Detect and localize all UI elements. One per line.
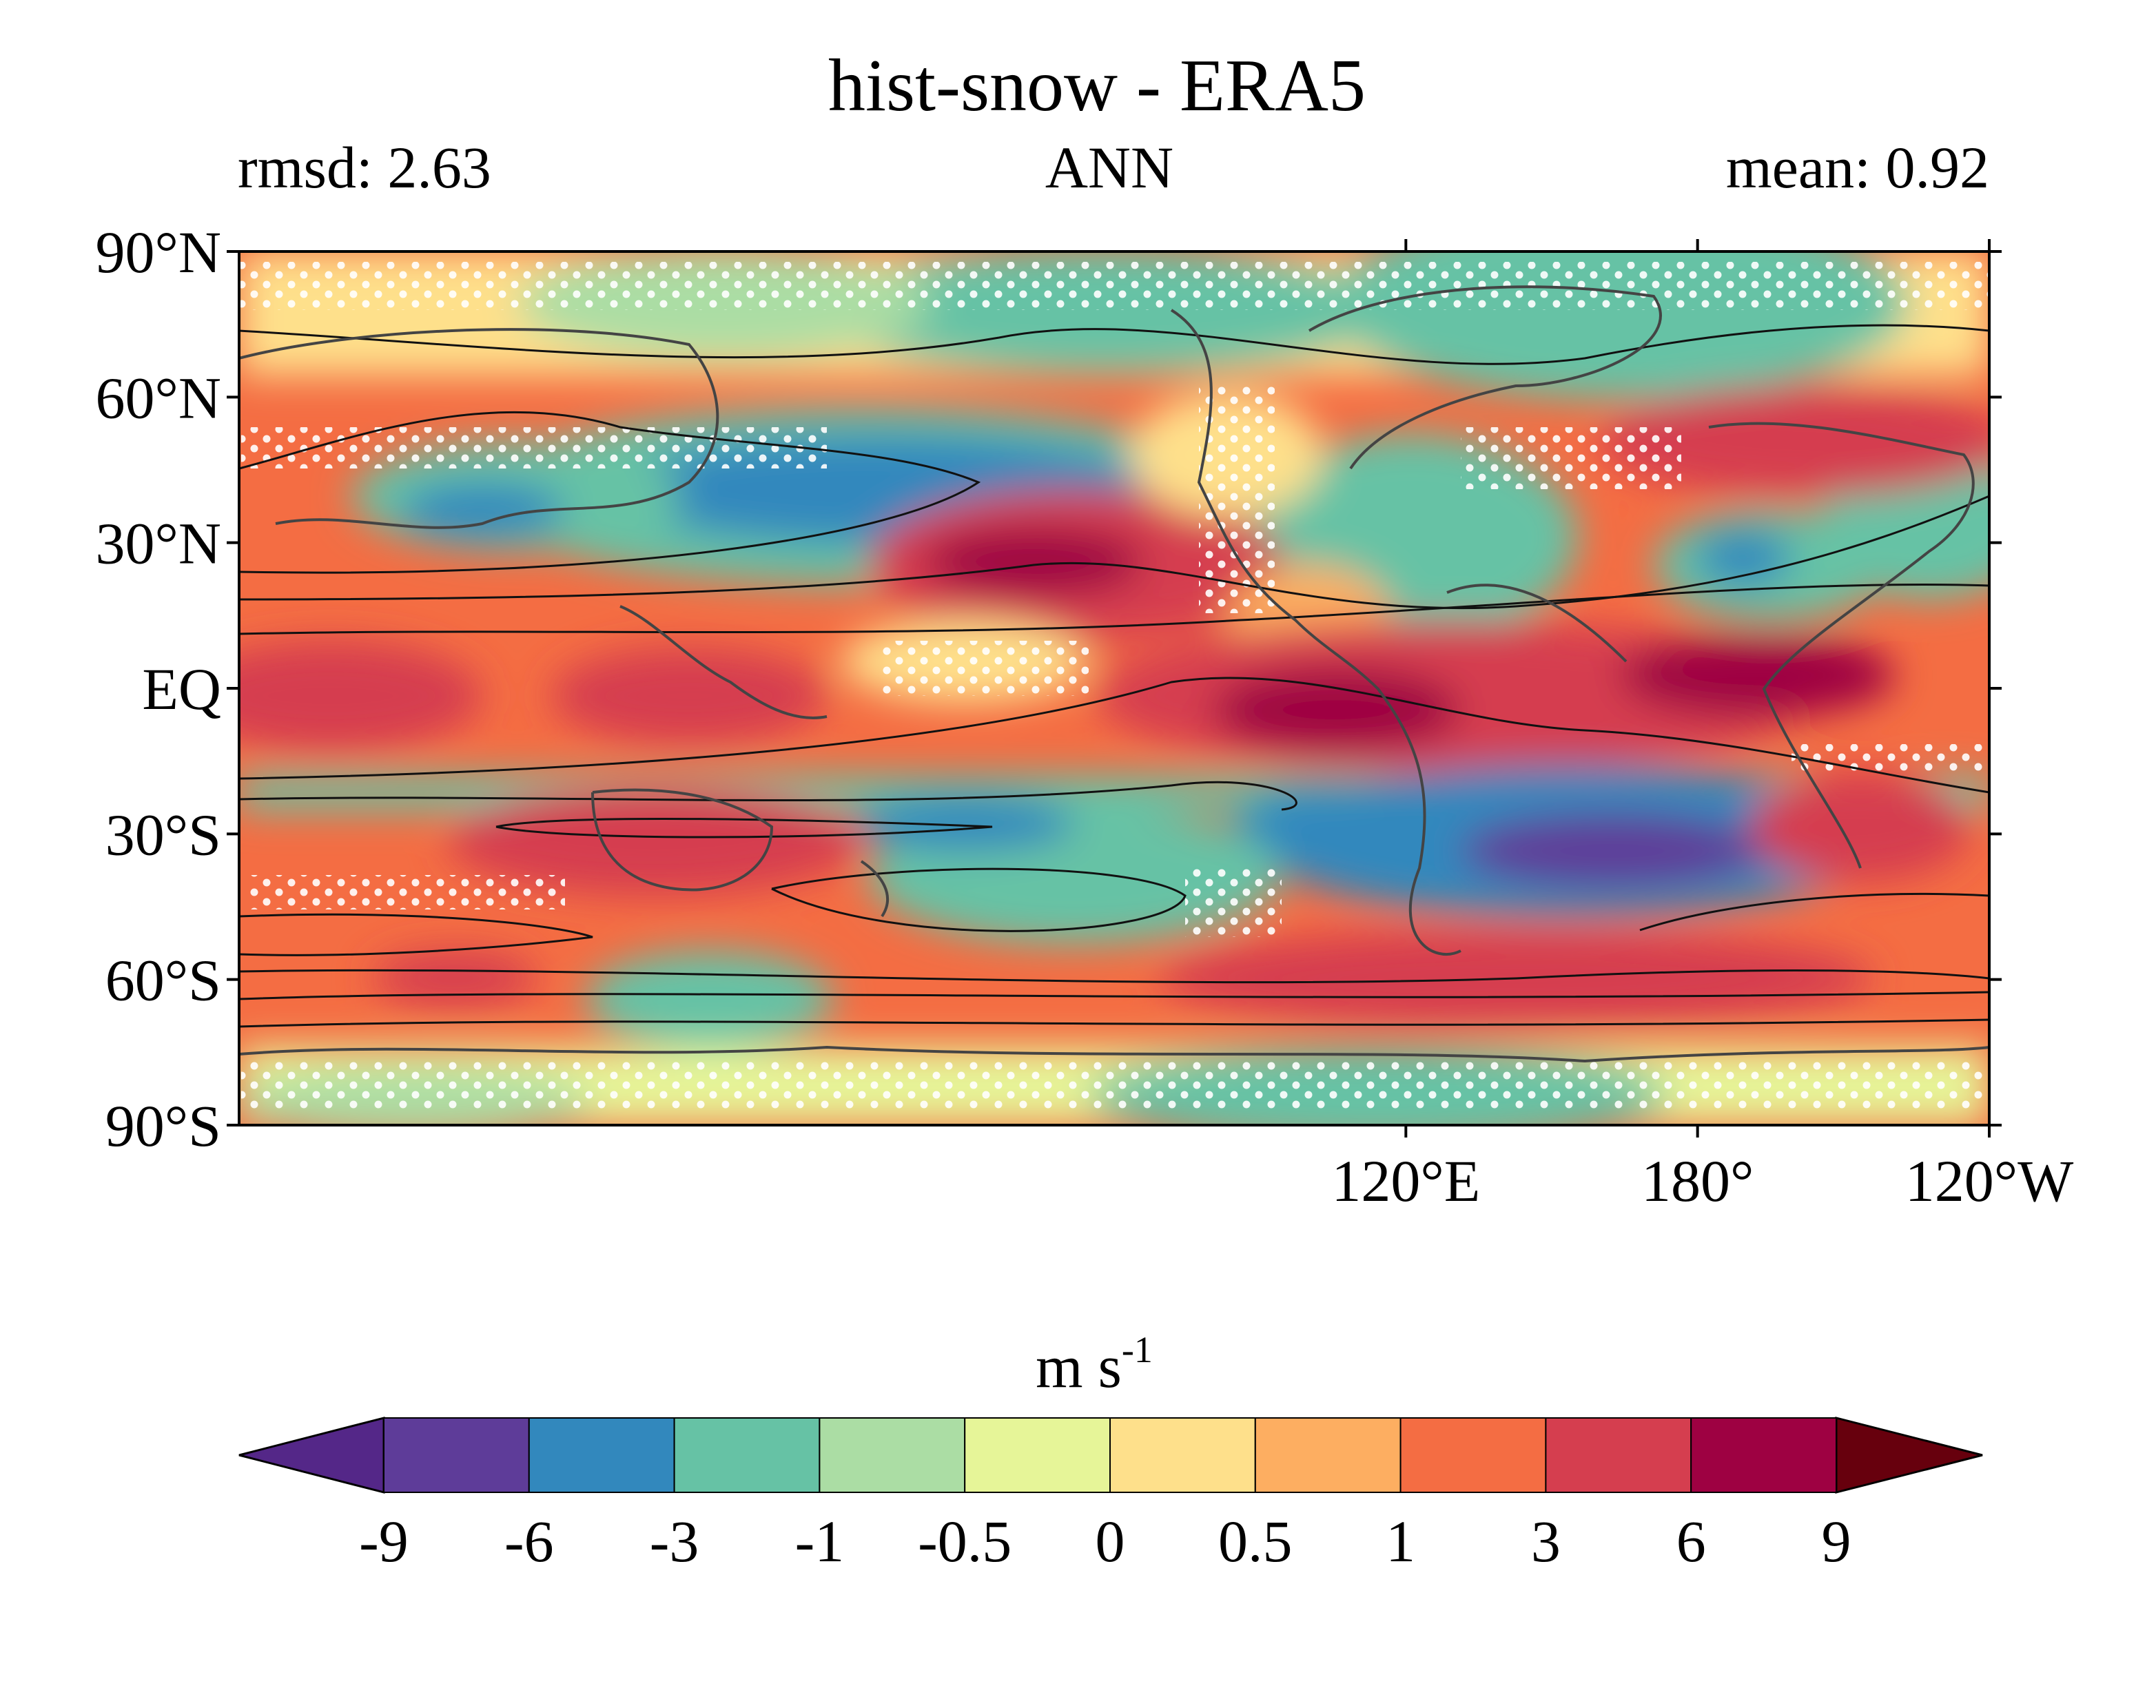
colorbar-segment xyxy=(1545,1417,1692,1493)
colorbar-level-label: -0.5 xyxy=(918,1508,1012,1574)
lat-tick-label: 60°N xyxy=(96,364,222,431)
colorbar xyxy=(238,1417,1983,1494)
colorbar-level-label: 9 xyxy=(1822,1508,1851,1574)
lon-tick-label: 120°W xyxy=(1905,1148,2074,1214)
colorbar-level-label: 0.5 xyxy=(1218,1508,1293,1574)
colorbar-level-label: -1 xyxy=(795,1508,845,1574)
anomaly-field xyxy=(239,251,1989,1125)
lat-tick-label: EQ xyxy=(142,656,221,722)
lon-tick-label: 120°E xyxy=(1331,1148,1480,1214)
colorbar-segment xyxy=(1254,1417,1402,1493)
colorbar-unit: m s-1 xyxy=(1036,1329,1153,1401)
colorbar-level-label: -3 xyxy=(650,1508,699,1574)
lat-tick-label: 30°N xyxy=(96,511,222,577)
colorbar-over-triangle xyxy=(1835,1417,1983,1494)
lat-tick-label: 90°S xyxy=(105,1093,221,1159)
latitude-axis: 90°N 60°N 30°N EQ 30°S 60°S 90°S xyxy=(96,219,2002,1159)
colorbar-segment xyxy=(673,1417,821,1493)
figure-title: hist-snow - ERA5 xyxy=(828,45,1366,127)
colorbar-level-label: -9 xyxy=(359,1508,409,1574)
lat-tick-label: 60°S xyxy=(105,947,221,1014)
season-label: ANN xyxy=(1045,134,1173,200)
climatology-contours xyxy=(239,324,1989,1028)
lon-tick-label: 180° xyxy=(1641,1148,1754,1214)
colorbar-segment xyxy=(528,1417,675,1493)
colorbar-under-triangle xyxy=(238,1417,385,1494)
significance-stippling xyxy=(239,262,1989,1109)
colorbar-segment xyxy=(1109,1417,1256,1493)
rmsd-label: rmsd: 2.63 xyxy=(238,134,491,200)
colorbar-level-label: -6 xyxy=(504,1508,554,1574)
colorbar-level-label: 3 xyxy=(1531,1508,1561,1574)
colorbar-level-label: 0 xyxy=(1096,1508,1125,1574)
colorbar-level-label: 1 xyxy=(1386,1508,1415,1574)
colorbar-segment xyxy=(383,1417,530,1493)
coastlines xyxy=(239,285,1989,1063)
colorbar-level-label: 6 xyxy=(1676,1508,1706,1574)
colorbar-segment xyxy=(964,1417,1111,1493)
lat-tick-label: 90°N xyxy=(96,219,222,285)
lat-tick-label: 30°S xyxy=(105,801,221,867)
mean-label: mean: 0.92 xyxy=(1726,134,1989,200)
colorbar-labels: -9 -6 -3 -1 -0.5 0 0.5 1 3 6 9 xyxy=(359,1508,1851,1574)
colorbar-segment xyxy=(1399,1417,1547,1493)
colorbar-segment xyxy=(1690,1417,1837,1493)
colorbar-segment xyxy=(819,1417,966,1493)
